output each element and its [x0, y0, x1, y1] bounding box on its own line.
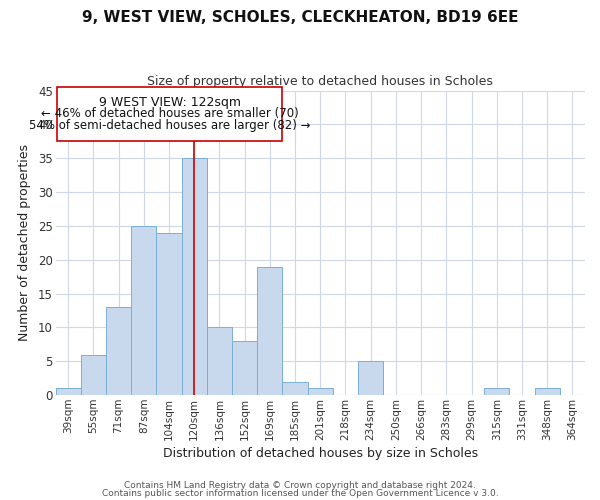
Bar [56, 388, 81, 395]
Bar [232, 341, 257, 395]
Title: Size of property relative to detached houses in Scholes: Size of property relative to detached ho… [148, 75, 493, 88]
Bar [484, 388, 509, 395]
Text: ← 46% of detached houses are smaller (70): ← 46% of detached houses are smaller (70… [41, 108, 299, 120]
Text: Contains public sector information licensed under the Open Government Licence v : Contains public sector information licen… [101, 488, 499, 498]
X-axis label: Distribution of detached houses by size in Scholes: Distribution of detached houses by size … [163, 447, 478, 460]
FancyBboxPatch shape [57, 87, 283, 142]
Text: 9 WEST VIEW: 122sqm: 9 WEST VIEW: 122sqm [98, 96, 241, 109]
Y-axis label: Number of detached properties: Number of detached properties [18, 144, 31, 342]
Bar [131, 226, 157, 395]
Text: 54% of semi-detached houses are larger (82) →: 54% of semi-detached houses are larger (… [29, 119, 310, 132]
Bar [308, 388, 333, 395]
Bar [81, 354, 106, 395]
Bar [283, 382, 308, 395]
Bar [207, 328, 232, 395]
Bar [535, 388, 560, 395]
Text: 9, WEST VIEW, SCHOLES, CLECKHEATON, BD19 6EE: 9, WEST VIEW, SCHOLES, CLECKHEATON, BD19… [82, 10, 518, 25]
Text: Contains HM Land Registry data © Crown copyright and database right 2024.: Contains HM Land Registry data © Crown c… [124, 481, 476, 490]
Bar [257, 266, 283, 395]
Bar [157, 232, 182, 395]
Bar [106, 307, 131, 395]
Bar [182, 158, 207, 395]
Bar [358, 362, 383, 395]
